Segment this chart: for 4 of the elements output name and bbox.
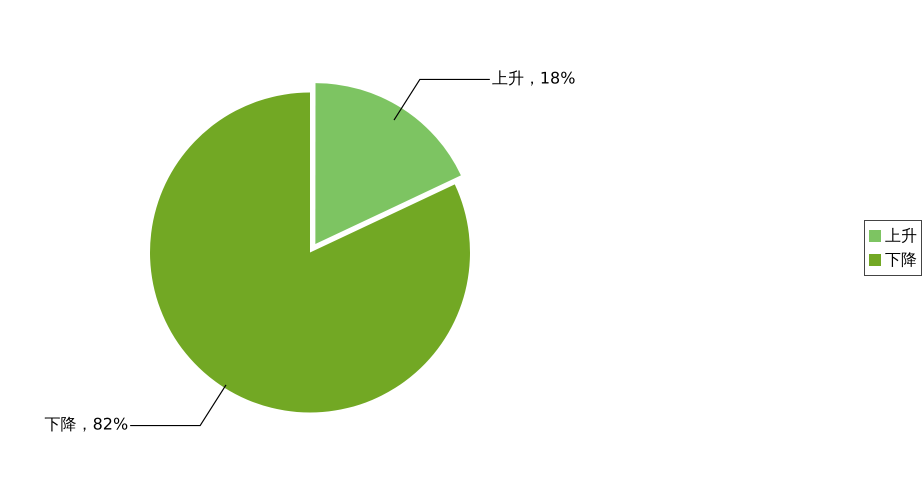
- data-label: 上升，18%: [492, 68, 576, 88]
- legend-label: 上升: [885, 225, 917, 247]
- legend-label: 下降: [885, 249, 917, 271]
- data-label: 下降，82%: [44, 414, 128, 434]
